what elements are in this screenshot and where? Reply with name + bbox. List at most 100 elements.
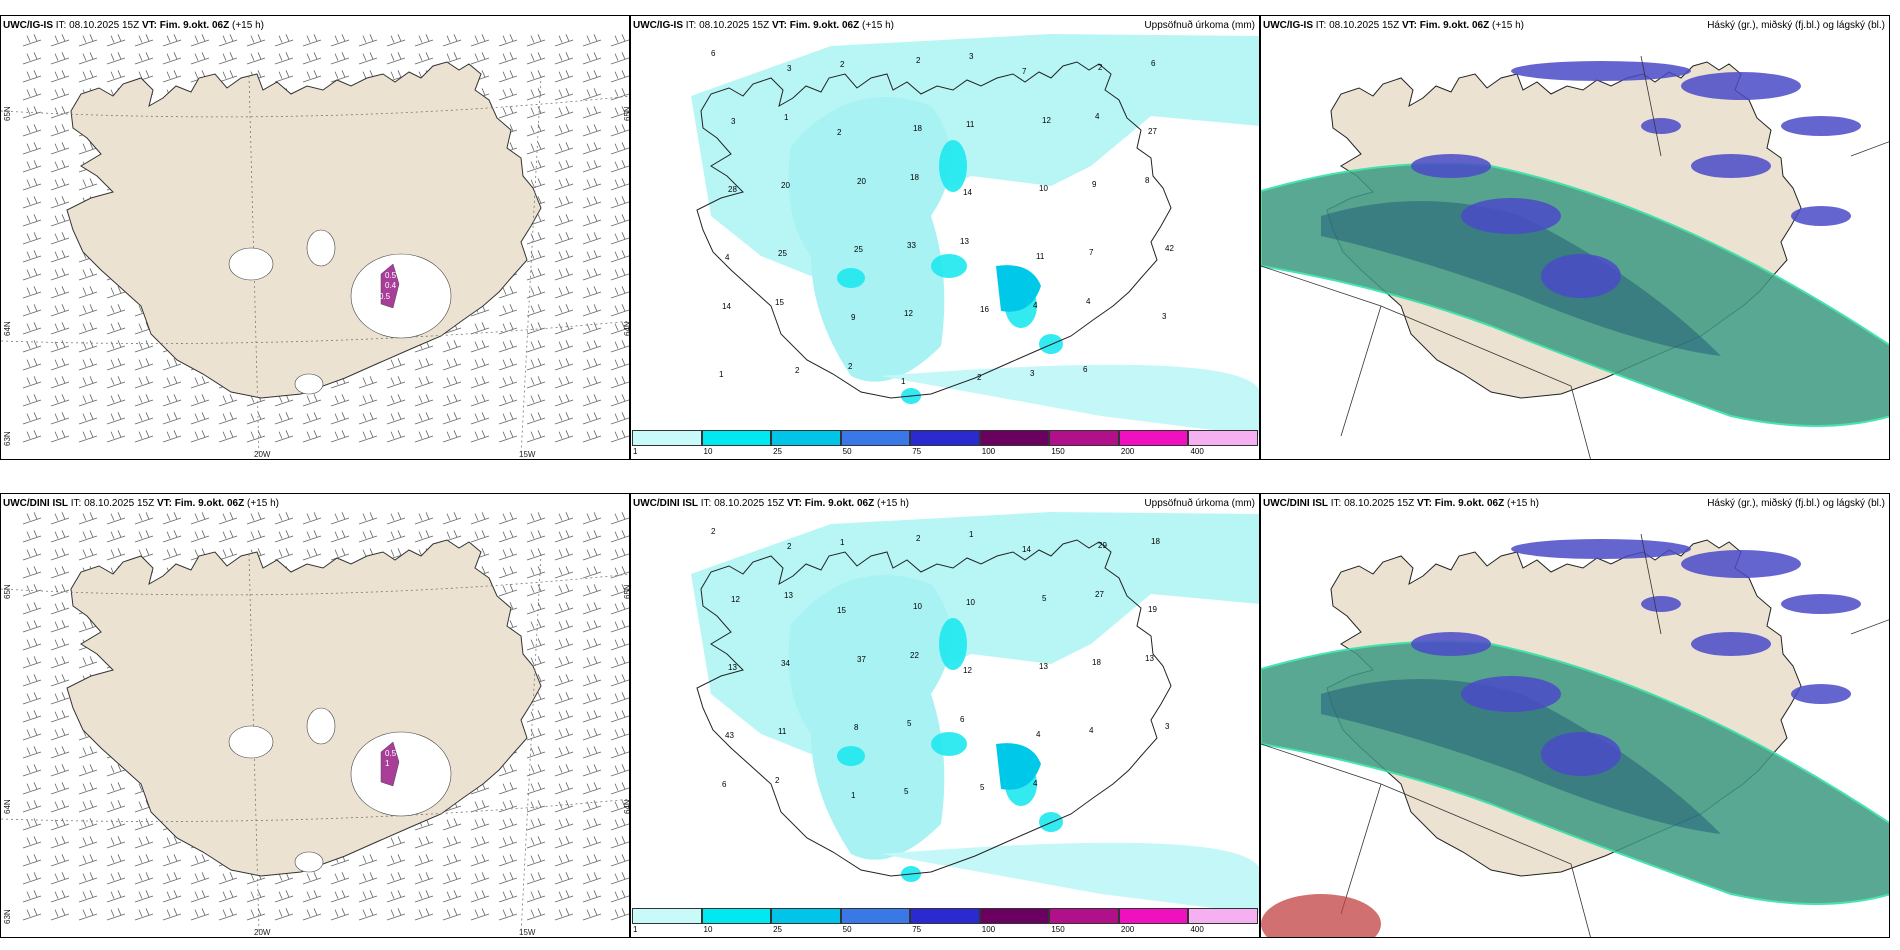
precip-value-label: 2	[916, 534, 921, 543]
precip-value-label: 2	[837, 128, 842, 137]
wind-value-label: 0.5	[385, 271, 397, 280]
panel-title: UWC/DINI ISL IT: 08.10.2025 15Z VT: Fim.…	[633, 498, 909, 509]
precip-value-label: 13	[784, 591, 793, 600]
precip-value-label: 34	[781, 659, 790, 668]
precip-value-label: 20	[781, 181, 790, 190]
precip-value-label: 13	[1039, 662, 1048, 671]
precip-value-label: 25	[778, 249, 787, 258]
precip-value-label: 13	[728, 663, 737, 672]
precip-value-label: 4	[1033, 779, 1038, 788]
precip-value-label: 1	[840, 538, 845, 547]
precip-value-label: 7	[1089, 248, 1094, 257]
panel-variable-title: Uppsöfnuð úrkoma (mm)	[1144, 20, 1255, 31]
colorbar-tick-label: 200	[1120, 447, 1135, 456]
iceland-cloud-map	[1261, 55, 1889, 459]
precip-value-label: 20	[857, 177, 866, 186]
precip-value-label: 5	[904, 787, 909, 796]
panel-variable-title: Háský (gr.), miðský (fj.bl.) og lágský (…	[1707, 498, 1885, 509]
precip-map-panel-top: 6 3 2 2 3 7 2 6 3 1 2 18 11 12 4 27 28 20 20 18 14 10 9 8 4 25 25 3…	[630, 15, 1260, 460]
lat-label-65n-left: 65N	[3, 584, 12, 599]
lat-label-65n: 65N	[623, 106, 630, 121]
precip-value-label: 2	[848, 362, 853, 371]
panel-title: UWC/IG-IS IT: 08.10.2025 15Z VT: Fim. 9.…	[1263, 20, 1524, 31]
panel-variable-title: Uppsöfnuð úrkoma (mm)	[1144, 498, 1255, 509]
colorbar-segment	[1118, 430, 1189, 446]
lat-label-65n-left: 65N	[3, 106, 12, 121]
colorbar-tick-label: 150	[1051, 447, 1065, 456]
cloud-map-panel-top: UWC/IG-IS IT: 08.10.2025 15Z VT: Fim. 9.…	[1260, 15, 1890, 460]
colorbar-segment	[1049, 908, 1119, 924]
precip-value-label: 18	[1151, 537, 1160, 546]
precip-value-label: 11	[778, 727, 787, 736]
lon-label-15w: 15W	[519, 450, 536, 459]
precip-fill	[631, 494, 1259, 937]
lat-label-64n: 64N	[623, 321, 630, 336]
lat-label-64n-left: 64N	[3, 799, 12, 814]
precip-map-panel-bottom: 2 2 1 2 1 14 29 18 12 13 15 10 10 5 27 19 13 34 37 22 12 13 18…	[630, 493, 1260, 938]
precip-value-label: 5	[907, 719, 912, 728]
precip-fill	[631, 16, 1259, 459]
precip-value-label: 28	[728, 185, 737, 194]
precip-patches: 0.50.40.50.5	[228, 229, 452, 395]
colorbar-tick-label: 150	[1051, 925, 1065, 934]
precip-value-label: 1	[851, 791, 856, 800]
precip-value-label: 37	[857, 655, 866, 664]
precip-value-label: 15	[837, 606, 846, 615]
precip-value-label: 1	[901, 377, 906, 386]
precip-value-label: 4	[1036, 730, 1041, 739]
colorbar-segment	[1118, 908, 1189, 924]
precip-value-label: 1	[719, 370, 724, 379]
wind-value-label: 0.5	[385, 749, 397, 758]
iceland-wind-map: 0.51	[1, 512, 629, 935]
colorbar-tick-label: 1	[633, 447, 638, 456]
precip-value-label: 12	[731, 595, 740, 604]
colorbar-segment	[840, 430, 911, 446]
panel-title: UWC/DINI ISL IT: 08.10.2025 15Z VT: Fim.…	[3, 498, 279, 509]
precip-value-label: 9	[1092, 180, 1097, 189]
iceland-wind-map: 0.50.40.50.5	[1, 34, 629, 457]
precip-value-label: 27	[1095, 590, 1104, 599]
colorbar-segment	[701, 430, 772, 446]
precip-value-label: 3	[1030, 369, 1035, 378]
precip-value-label: 9	[851, 313, 856, 322]
precip-value-label: 2	[787, 542, 792, 551]
wind-value-label: 0.5	[251, 261, 263, 270]
precip-value-label: 16	[980, 305, 989, 314]
panel-title: UWC/IG-IS IT: 08.10.2025 15Z VT: Fim. 9.…	[633, 20, 894, 31]
precip-value-label: 2	[1098, 63, 1103, 72]
iceland-landmass	[696, 61, 1172, 399]
precip-value-label: 6	[960, 715, 965, 724]
colorbar-segment	[979, 908, 1050, 924]
precip-value-label: 14	[722, 302, 731, 311]
precip-value-label: 4	[1033, 301, 1038, 310]
precip-value-label: 12	[1042, 116, 1051, 125]
lon-label-15w: 15W	[519, 928, 536, 937]
colorbar-segment	[701, 908, 772, 924]
precip-value-label: 2	[977, 373, 982, 382]
precip-value-label: 22	[910, 651, 919, 660]
cloud-map-panel-bottom: UWC/DINI ISL IT: 08.10.2025 15Z VT: Fim.…	[1260, 493, 1890, 938]
colorbar-segment	[632, 908, 702, 924]
precip-value-label: 25	[854, 245, 863, 254]
colorbar-segment	[632, 430, 702, 446]
precip-value-label: 10	[1039, 184, 1048, 193]
precip-value-label: 8	[854, 723, 859, 732]
precip-value-label: 12	[904, 309, 913, 318]
precip-value-label: 14	[963, 188, 972, 197]
lat-label-63n-left: 63N	[3, 431, 12, 446]
precip-value-label: 18	[910, 173, 919, 182]
precip-value-label: 1	[969, 530, 974, 539]
lat-label-64n: 64N	[623, 799, 630, 814]
wind-value-label: 0.5	[379, 292, 391, 301]
colorbar-segment	[910, 908, 980, 924]
colorbar-segment	[1049, 430, 1119, 446]
cloud-cover	[1261, 533, 1889, 937]
precip-value-label: 1	[784, 113, 789, 122]
panel-title: UWC/DINI ISL IT: 08.10.2025 15Z VT: Fim.…	[1263, 498, 1539, 509]
precip-value-label: 12	[963, 666, 972, 675]
precip-value-label: 43	[725, 731, 734, 740]
precip-value-label: 19	[1148, 605, 1157, 614]
